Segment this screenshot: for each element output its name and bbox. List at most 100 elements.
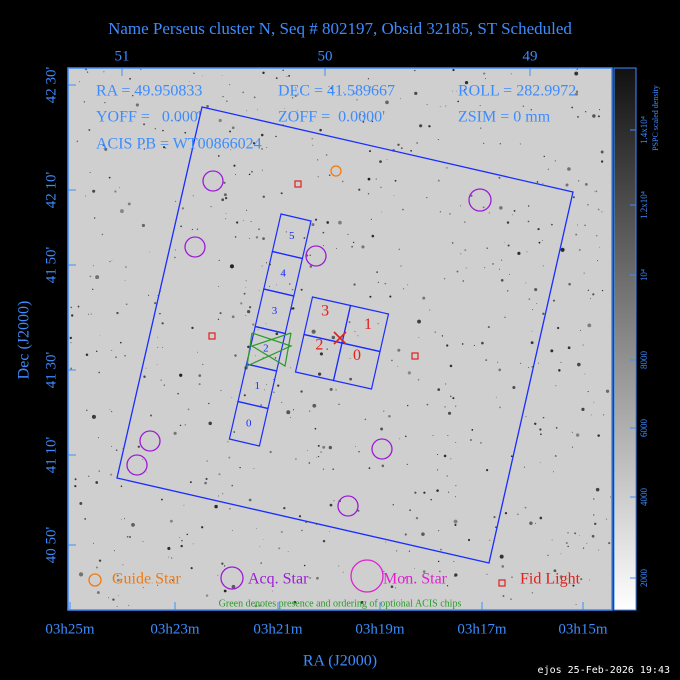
star <box>317 159 319 161</box>
star <box>410 149 412 152</box>
star <box>567 545 569 548</box>
star <box>426 104 428 106</box>
star <box>559 575 563 579</box>
star <box>479 105 481 107</box>
star <box>445 105 447 107</box>
star <box>312 403 317 408</box>
star <box>501 259 503 261</box>
star <box>392 504 395 506</box>
star <box>414 491 417 494</box>
star <box>519 362 522 364</box>
star <box>124 518 126 520</box>
star <box>124 280 126 282</box>
top-tick-label: 50 <box>318 48 333 64</box>
star <box>281 401 283 403</box>
star <box>157 584 159 586</box>
star <box>217 318 220 320</box>
star <box>428 125 431 128</box>
star <box>354 93 356 95</box>
star <box>383 410 385 412</box>
star <box>223 589 227 593</box>
guide-star <box>330 165 342 177</box>
star <box>114 190 117 193</box>
star <box>500 278 504 282</box>
star <box>210 206 212 208</box>
star <box>571 106 574 109</box>
star <box>287 551 289 553</box>
star <box>229 130 231 133</box>
star <box>397 365 399 367</box>
star <box>385 541 387 543</box>
aimpoint <box>333 331 347 345</box>
star <box>120 485 123 488</box>
star <box>390 585 394 589</box>
star <box>610 496 612 498</box>
star <box>536 181 539 183</box>
star <box>422 296 426 300</box>
star <box>94 217 96 219</box>
star <box>542 183 544 185</box>
star <box>289 416 291 418</box>
star <box>485 359 488 361</box>
x-tick-label: 03h17m <box>457 621 507 637</box>
star <box>399 98 401 100</box>
star <box>131 523 135 527</box>
x-tick-label: 03h25m <box>45 621 95 637</box>
star <box>574 92 579 96</box>
star <box>469 438 472 441</box>
star <box>449 364 453 368</box>
star <box>329 531 331 532</box>
star <box>205 477 208 481</box>
star <box>328 445 332 450</box>
star <box>227 441 229 443</box>
star <box>455 485 457 487</box>
star <box>499 554 504 559</box>
star <box>191 326 194 330</box>
star <box>262 237 265 240</box>
star <box>473 344 475 347</box>
legend-mon: Mon. Star <box>383 571 448 588</box>
star <box>432 434 434 437</box>
star <box>272 590 273 592</box>
star <box>572 196 575 199</box>
star <box>454 576 456 577</box>
star <box>196 228 199 231</box>
star <box>404 435 407 438</box>
star <box>575 604 577 606</box>
star <box>319 352 323 356</box>
star <box>567 346 571 350</box>
star <box>587 289 590 292</box>
star <box>451 242 454 244</box>
footer: ejos 25-Feb-2026 19:43 <box>538 665 670 676</box>
star <box>552 299 556 302</box>
star <box>437 139 439 141</box>
star <box>223 565 226 567</box>
star <box>137 445 140 448</box>
star <box>128 604 130 606</box>
star <box>89 171 91 173</box>
star <box>214 504 218 509</box>
star <box>125 266 127 268</box>
star <box>574 532 577 535</box>
star <box>208 421 212 426</box>
star <box>483 72 486 75</box>
star <box>587 323 592 328</box>
y-axis-label: Dec (J2000) <box>16 301 33 380</box>
star <box>243 292 246 295</box>
star <box>594 522 597 526</box>
star <box>525 282 527 284</box>
star <box>326 221 329 224</box>
star <box>231 584 236 589</box>
star <box>174 256 176 259</box>
star <box>379 160 382 163</box>
star <box>454 573 458 577</box>
star <box>116 578 120 582</box>
star <box>503 241 505 243</box>
y-tick-label: 41 50' <box>43 246 59 283</box>
star <box>111 445 113 447</box>
star <box>274 357 277 359</box>
star <box>265 262 268 264</box>
legend-note: Green denotes presence and ordering of o… <box>219 598 462 609</box>
star <box>312 144 314 146</box>
star <box>408 550 411 552</box>
